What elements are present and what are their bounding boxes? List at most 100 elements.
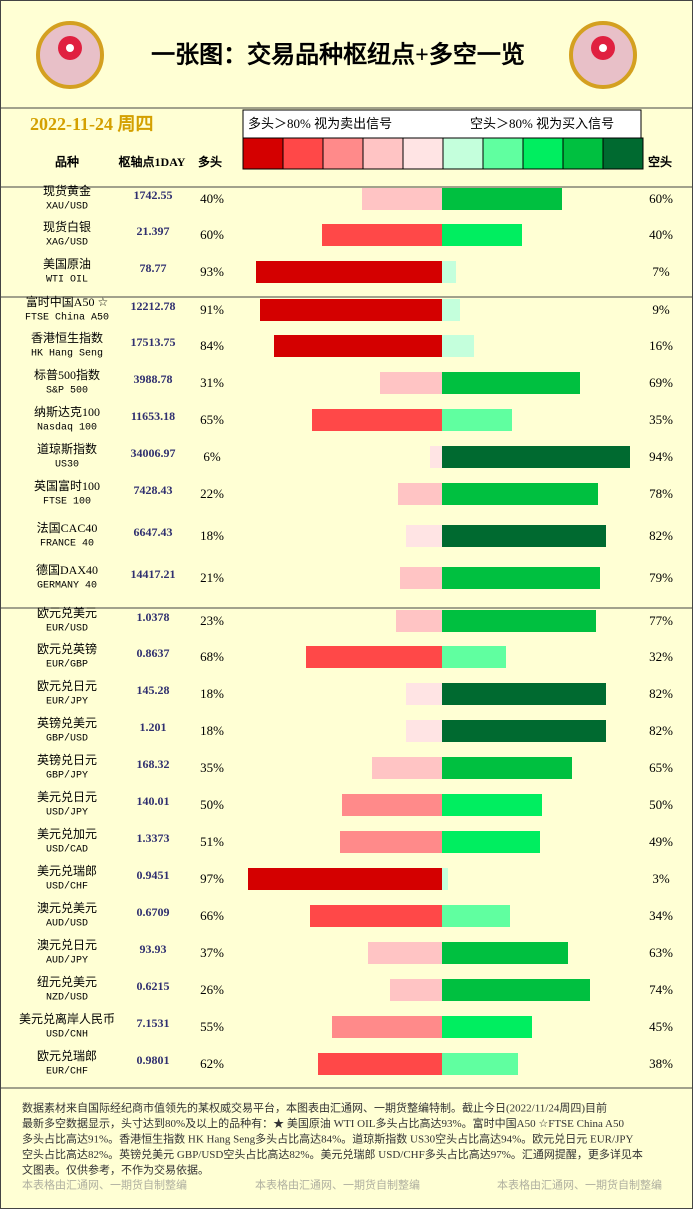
row-name: 欧元兑美元 <box>37 606 97 620</box>
row-name: 现货白银 <box>43 219 91 234</box>
row-code: EUR/CHF <box>46 1066 88 1078</box>
row-name: 富时中国A50 ☆ <box>26 294 108 309</box>
long-label: 18% <box>200 723 224 738</box>
long-label: 35% <box>200 760 224 775</box>
short-bar <box>442 525 606 547</box>
short-bar <box>442 868 448 890</box>
pivot: 1.0378 <box>137 610 170 624</box>
pivot: 93.93 <box>140 942 167 956</box>
legend-right: 空头＞80% 视为买入信号 <box>470 116 614 131</box>
pivot: 78.77 <box>140 261 167 275</box>
short-label: 74% <box>649 982 673 997</box>
short-label: 16% <box>649 338 673 353</box>
short-bar <box>442 483 598 505</box>
long-bar <box>396 610 442 632</box>
short-bar <box>442 757 572 779</box>
pivot: 145.28 <box>137 683 170 697</box>
pivot: 17513.75 <box>131 335 176 349</box>
long-bar <box>400 567 442 589</box>
short-bar <box>442 335 474 357</box>
note: 多头占比高达91%。香港恒生指数 HK Hang Seng多头占比高达84%。道… <box>22 1132 633 1146</box>
short-label: 9% <box>652 302 670 317</box>
long-label: 65% <box>200 412 224 427</box>
short-bar <box>442 683 606 705</box>
note: 空头占比高达82%。英镑兑美元 GBP/USD空头占比高达82%。美元兑瑞郎 U… <box>22 1147 643 1161</box>
short-label: 50% <box>649 797 673 812</box>
long-bar <box>318 1053 442 1075</box>
row-name: 澳元兑美元 <box>37 901 97 915</box>
short-label: 78% <box>649 486 673 501</box>
long-bar <box>306 646 442 668</box>
header-short: 空头 <box>648 154 672 169</box>
long-bar <box>406 683 442 705</box>
long-label: 18% <box>200 528 224 543</box>
pivot: 0.9801 <box>137 1053 170 1067</box>
long-label: 66% <box>200 908 224 923</box>
short-label: 69% <box>649 375 673 390</box>
row-code: FTSE China A50 <box>25 312 109 324</box>
row-code: S&P 500 <box>46 386 88 397</box>
row-code: AUD/JPY <box>46 955 88 967</box>
row-name: 现货黄金 <box>43 183 91 198</box>
short-label: 82% <box>649 723 673 738</box>
row-name: 美元兑日元 <box>37 790 97 804</box>
long-label: 26% <box>200 982 224 997</box>
legend-swatch <box>402 137 444 170</box>
long-bar <box>390 979 442 1001</box>
row-code: EUR/JPY <box>46 696 88 708</box>
short-bar <box>442 794 542 816</box>
short-bar <box>442 942 568 964</box>
legend-swatch <box>282 137 324 170</box>
pivot: 0.6709 <box>137 905 170 919</box>
row-name: 香港恒生指数 <box>31 330 103 345</box>
pivot: 168.32 <box>137 757 170 771</box>
row-name: 英国富时100 <box>34 478 100 493</box>
row-name: 澳元兑日元 <box>37 938 97 952</box>
row-name: 纳斯达克100 <box>34 405 100 419</box>
short-label: 94% <box>649 449 673 464</box>
long-label: 23% <box>200 613 224 628</box>
long-bar <box>406 525 442 547</box>
long-label: 6% <box>203 449 221 464</box>
long-bar <box>322 224 442 246</box>
long-label: 91% <box>200 302 224 317</box>
row-name: 欧元兑日元 <box>37 679 97 693</box>
short-label: 49% <box>649 834 673 849</box>
short-label: 79% <box>649 570 673 585</box>
long-bar <box>340 831 442 853</box>
row-code: XAU/USD <box>46 201 88 213</box>
long-bar <box>248 868 442 890</box>
long-label: 31% <box>200 375 224 390</box>
short-bar <box>442 446 630 468</box>
long-bar <box>256 261 442 283</box>
short-bar <box>442 831 540 853</box>
row-name: 纽元兑美元 <box>37 975 97 989</box>
row-code: USD/JPY <box>46 807 88 819</box>
long-bar <box>274 335 442 357</box>
pivot: 1.3373 <box>137 831 170 845</box>
long-label: 40% <box>200 191 224 206</box>
long-label: 55% <box>200 1019 224 1034</box>
row-code: Nasdaq 100 <box>37 422 97 434</box>
long-label: 84% <box>200 338 224 353</box>
short-label: 32% <box>649 649 673 664</box>
row-code: EUR/USD <box>46 623 88 635</box>
legend-swatch <box>482 137 524 170</box>
watermark: 本表格由汇通网、一期货自制整编 <box>497 1178 662 1192</box>
row-code: USD/CHF <box>46 881 88 893</box>
row-name: 美国原油 <box>43 257 91 271</box>
row-name: 德国DAX40 <box>36 562 98 577</box>
row-name: 欧元兑英镑 <box>37 641 97 656</box>
short-bar <box>442 610 596 632</box>
short-label: 77% <box>649 613 673 628</box>
long-label: 51% <box>200 834 224 849</box>
pivot: 1.201 <box>140 720 167 734</box>
row-code: WTI OIL <box>46 275 88 286</box>
row-name: 标普500指数 <box>34 367 100 382</box>
pivot: 14417.21 <box>131 567 176 581</box>
long-label: 62% <box>200 1056 224 1071</box>
pivot: 11653.18 <box>131 409 175 423</box>
long-label: 60% <box>200 227 224 242</box>
